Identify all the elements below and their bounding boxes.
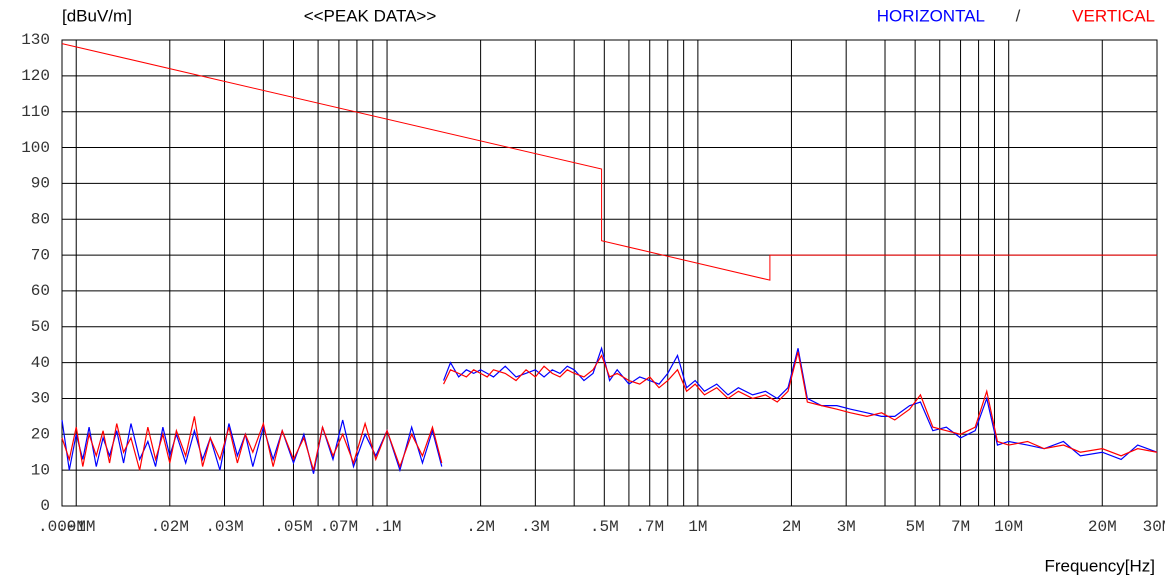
x-axis-label: Frequency[Hz]: [1044, 556, 1155, 575]
y-tick-label: 120: [21, 67, 50, 85]
y-tick-label: 10: [31, 461, 50, 479]
x-tick-label: 20M: [1088, 518, 1117, 536]
x-tick-label: 7M: [951, 518, 970, 536]
legend-label: HORIZONTAL: [877, 6, 985, 25]
x-tick-label: .2M: [466, 518, 495, 536]
y-tick-label: 80: [31, 210, 50, 228]
y-tick-label: 100: [21, 139, 50, 157]
x-tick-label: .03M: [205, 518, 243, 536]
x-tick-label: 10M: [994, 518, 1023, 536]
x-tick-label: .7M: [635, 518, 664, 536]
x-tick-label: 3M: [837, 518, 856, 536]
plot-frame: [61, 39, 1158, 507]
x-tick-label: .009M: [38, 518, 86, 536]
y-axis-label: [dBuV/m]: [62, 6, 132, 25]
x-tick-label: 30M: [1143, 518, 1165, 536]
x-tick-label: .02M: [151, 518, 189, 536]
x-tick-label: 5M: [906, 518, 925, 536]
y-tick-label: 110: [21, 103, 50, 121]
x-tick-label: 1M: [688, 518, 707, 536]
y-tick-label: 0: [40, 497, 50, 515]
x-tick-label: .1M: [373, 518, 402, 536]
y-tick-label: 30: [31, 390, 50, 408]
x-tick-label: .5M: [590, 518, 619, 536]
legend-label: /: [1016, 6, 1021, 25]
y-tick-label: 20: [31, 426, 50, 444]
y-tick-label: 50: [31, 318, 50, 336]
x-tick-label: .01M: [57, 518, 95, 536]
legend-label: VERTICAL: [1072, 6, 1155, 25]
limit-line: [61, 43, 1157, 281]
y-tick-label: 130: [21, 31, 50, 49]
y-tick-label: 70: [31, 246, 50, 264]
series-line: [61, 346, 1158, 474]
y-tick-label: 60: [31, 282, 50, 300]
y-tick-label: 90: [31, 175, 50, 193]
x-tick-label: .3M: [521, 518, 550, 536]
y-tick-label: 40: [31, 354, 50, 372]
x-tick-label: 2M: [782, 518, 801, 536]
x-tick-label: .07M: [320, 518, 358, 536]
series-line: [61, 351, 1158, 471]
chart-title: <<PEAK DATA>>: [304, 6, 437, 25]
x-tick-label: .05M: [274, 518, 312, 536]
